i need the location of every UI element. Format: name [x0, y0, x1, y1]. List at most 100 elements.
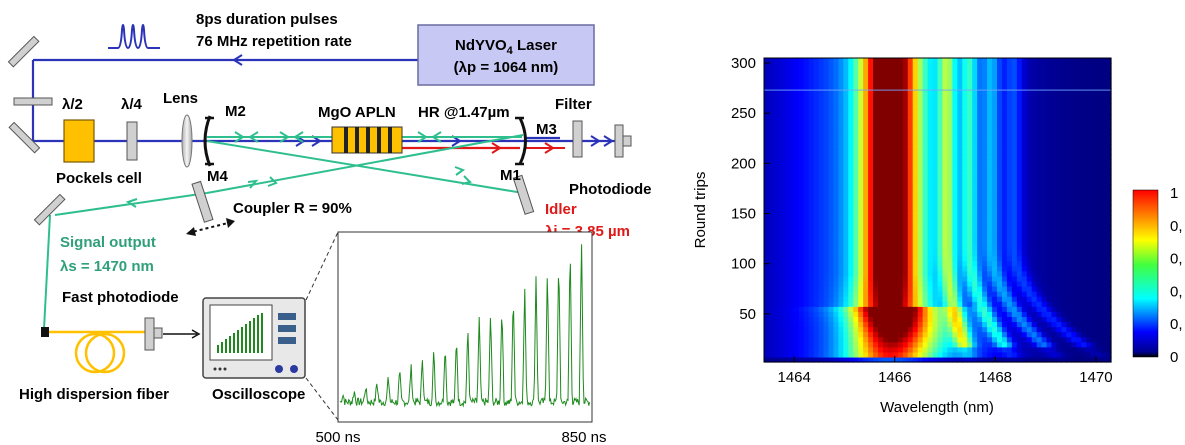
heatmap-cell	[768, 210, 775, 216]
heatmap-cell	[957, 356, 963, 363]
heatmap-cell	[793, 174, 800, 181]
heatmap-cell	[887, 134, 894, 140]
heatmap-cell	[1091, 331, 1097, 338]
heatmap-cell	[858, 128, 864, 135]
heatmap-cell	[808, 240, 815, 247]
heatmap-cell	[1041, 321, 1048, 328]
heatmap-cell	[848, 225, 854, 231]
heatmap-cell	[1081, 351, 1087, 358]
heatmap-cell	[813, 93, 820, 100]
heatmap-cell	[1021, 280, 1028, 287]
heatmap-cell	[764, 128, 770, 135]
heatmap-cell	[1041, 144, 1048, 150]
heatmap-cell	[1016, 134, 1023, 140]
heatmap-cell	[778, 123, 785, 130]
heatmap-cell	[868, 341, 874, 348]
heatmap-cell	[828, 93, 834, 100]
heatmap-cell	[843, 210, 849, 216]
heatmap-cell	[838, 356, 844, 363]
heatmap-cell	[1006, 179, 1013, 186]
heatmap-cell	[1056, 255, 1063, 262]
heatmap-cell	[967, 184, 973, 191]
heatmap-cell	[1071, 275, 1077, 282]
heatmap-cell	[778, 346, 785, 353]
heatmap-cell	[863, 194, 869, 201]
heatmap-cell	[887, 306, 894, 312]
heatmap-cell	[882, 275, 889, 282]
heatmap-cell	[798, 356, 805, 363]
heatmap-cell	[1061, 326, 1067, 333]
heatmap-cell	[987, 73, 993, 79]
heatmap-cell	[957, 93, 963, 100]
heatmap-cell	[778, 245, 785, 252]
heatmap-cell	[768, 154, 775, 160]
heatmap-cell	[878, 346, 884, 353]
heatmap-cell	[1001, 159, 1008, 165]
heatmap-cell	[768, 128, 775, 135]
heatmap-cell	[1051, 194, 1058, 201]
x-axis-label: Wavelength (nm)	[880, 399, 994, 416]
heatmap-cell	[1006, 118, 1013, 125]
heatmap-cell	[843, 149, 849, 155]
heatmap-cell	[1046, 58, 1053, 64]
heatmap-cell	[778, 260, 785, 267]
heatmap-cell	[1091, 179, 1097, 186]
heatmap-cell	[823, 199, 830, 206]
heatmap-cell	[1056, 331, 1063, 338]
heatmap-cell	[927, 154, 934, 160]
heatmap-cell	[1016, 275, 1023, 282]
heatmap-cell	[942, 63, 949, 69]
heatmap-cell	[858, 98, 864, 105]
heatmap-cell	[1096, 346, 1102, 353]
heatmap-cell	[764, 83, 770, 89]
heatmap-cell	[1091, 255, 1097, 262]
heatmap-cell	[1061, 113, 1067, 120]
heatmap-cell	[962, 255, 968, 262]
heatmap-cell	[1091, 230, 1097, 236]
heatmap-cell	[793, 301, 800, 307]
heatmap-cell	[1021, 179, 1028, 186]
heatmap-cell	[783, 169, 790, 176]
heatmap-cell	[947, 215, 953, 221]
heatmap-cell	[803, 215, 810, 221]
heatmap-cell	[1096, 280, 1102, 287]
heatmap-cell	[1026, 301, 1033, 307]
heatmap-cell	[863, 275, 869, 282]
heatmap-cell	[833, 250, 839, 257]
heatmap-cell	[1056, 58, 1063, 64]
heatmap-cell	[1101, 63, 1107, 69]
heatmap-cell	[858, 164, 864, 171]
heatmap-cell	[1106, 306, 1112, 312]
heatmap-cell	[947, 280, 953, 287]
heatmap-cell	[892, 103, 899, 110]
heatmap-cell	[927, 245, 934, 252]
heatmap-cell	[887, 265, 894, 272]
heatmap-cell	[1031, 103, 1038, 110]
heatmap-cell	[798, 255, 805, 262]
heatmap-cell	[967, 78, 973, 84]
heatmap-cell	[773, 311, 780, 317]
heatmap-cell	[987, 351, 993, 358]
heatmap-cell	[858, 225, 864, 231]
heatmap-cell	[902, 179, 909, 186]
heatmap-cell	[778, 83, 785, 89]
heatmap-cell	[982, 316, 988, 323]
heatmap-cell	[947, 245, 953, 252]
heatmap-cell	[1101, 311, 1107, 317]
heatmap-cell	[848, 83, 854, 89]
heatmap-cell	[892, 199, 899, 206]
colorbar	[1132, 189, 1159, 358]
heatmap-cell	[838, 73, 844, 79]
heatmap-cell	[1001, 63, 1008, 69]
heatmap-cell	[1051, 189, 1058, 196]
heatmap-cell	[1086, 280, 1092, 287]
heatmap-cell	[1106, 356, 1112, 363]
heatmap-cell	[907, 316, 914, 323]
heatmap-cell	[887, 83, 894, 89]
heatmap-cell	[1076, 204, 1082, 211]
heatmap-cell	[778, 68, 785, 74]
heatmap-cell	[1001, 154, 1008, 160]
heatmap-cell	[1086, 346, 1092, 353]
heatmap-cell	[1071, 58, 1077, 64]
heatmap-cell	[878, 73, 884, 79]
